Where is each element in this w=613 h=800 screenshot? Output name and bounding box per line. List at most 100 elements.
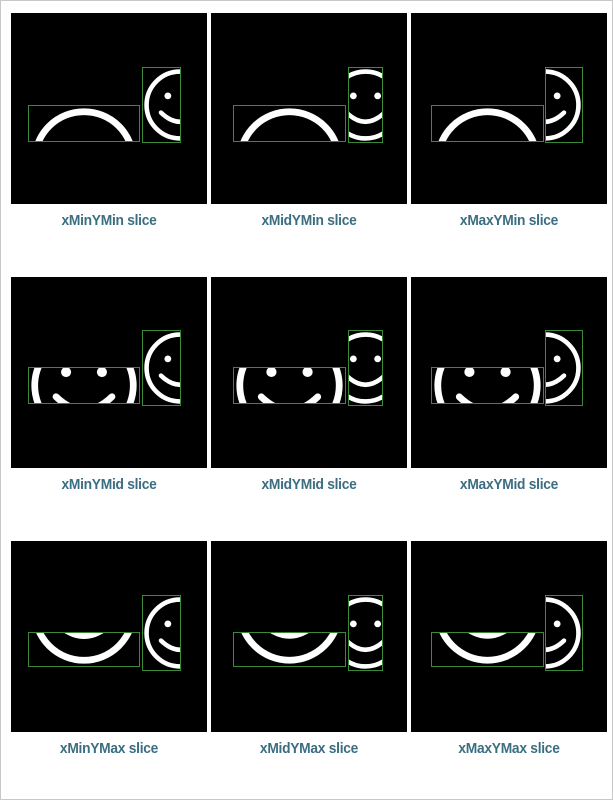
right-eye [374, 92, 382, 100]
slice-demo-diagram [233, 330, 383, 406]
smile-mouth [348, 110, 383, 124]
face-outline [438, 108, 537, 142]
smile-mouth [56, 172, 112, 185]
panel-caption: xMidYMin slice [261, 212, 357, 229]
tall-viewport-box [545, 330, 583, 406]
face-outline [348, 597, 383, 669]
wide-viewport-box [28, 632, 140, 667]
left-eye [349, 355, 357, 363]
slice-demo-diagram [233, 592, 383, 671]
left-eye [529, 620, 536, 627]
wide-viewport-box [431, 632, 544, 667]
right-eye [302, 367, 313, 378]
face-outline [240, 108, 339, 142]
panel-caption: xMidYMax slice [259, 740, 359, 757]
smile-mouth [459, 173, 516, 187]
left-eye [349, 620, 357, 628]
left-eye [464, 592, 474, 602]
slice-demo-diagram [28, 67, 196, 185]
right-eye [96, 367, 107, 378]
tall-viewport-smiley [529, 597, 581, 669]
wide-viewport-box [431, 367, 544, 404]
slice-demo-diagram [28, 593, 196, 671]
smile-mouth [261, 173, 318, 187]
wide-viewport-smiley [31, 367, 137, 404]
panel-canvas [11, 541, 207, 732]
slice-demo-diagram [431, 330, 583, 406]
smile-mouth [268, 632, 311, 639]
tall-viewport-box [142, 67, 181, 143]
slice-demo-diagram [28, 330, 196, 406]
panel-caption: xMinYMax slice [59, 740, 159, 757]
panel-canvas [211, 541, 407, 732]
tall-viewport-smiley [144, 332, 196, 404]
face-outline [545, 597, 581, 669]
right-eye [97, 593, 107, 603]
left-eye [61, 367, 72, 378]
right-eye [374, 355, 382, 363]
panel-canvas [211, 277, 407, 468]
face-outline [34, 108, 134, 142]
left-eye [266, 143, 276, 153]
face-outline [438, 632, 537, 664]
panel-caption: xMaxYMin slice [459, 212, 559, 229]
face-outline [236, 367, 343, 404]
wide-viewport-smiley [35, 593, 133, 664]
face-outline [144, 332, 181, 404]
smile-mouth [545, 638, 567, 652]
left-eye [464, 367, 475, 378]
left-eye [164, 355, 172, 363]
smile-mouth [348, 638, 383, 652]
right-eye [189, 620, 196, 627]
left-eye [529, 92, 536, 99]
smile-mouth [545, 110, 567, 124]
smile-mouth [63, 632, 105, 639]
right-eye [500, 143, 510, 153]
tall-viewport-smiley [144, 597, 196, 669]
panel-canvas [411, 277, 607, 468]
right-eye [500, 367, 511, 378]
tall-viewport-smiley [348, 69, 383, 141]
wide-viewport-smiley [434, 367, 541, 404]
right-eye [553, 620, 561, 628]
face-outline [144, 597, 181, 669]
panel-caption: xMinYMin slice [61, 212, 157, 229]
smile-mouth [257, 393, 322, 404]
panel-caption: xMaxYMid slice [459, 476, 559, 493]
slice-demo-diagram [431, 67, 583, 187]
tall-viewport-smiley [529, 69, 581, 141]
left-eye [61, 593, 71, 603]
panel-canvas [411, 13, 607, 204]
panel-canvas [211, 13, 407, 204]
smile-mouth [52, 393, 116, 404]
wide-viewport-box [431, 105, 544, 142]
right-eye [189, 92, 196, 99]
right-eye [553, 355, 561, 363]
face-outline [348, 332, 383, 404]
wide-viewport-box [233, 632, 346, 667]
right-eye [302, 143, 312, 153]
tall-viewport-smiley [348, 332, 383, 404]
wide-viewport-box [233, 105, 346, 142]
smile-mouth [466, 632, 509, 639]
wide-viewport-box [28, 367, 140, 404]
right-eye [189, 355, 196, 362]
left-eye [529, 355, 536, 362]
face-outline [434, 367, 541, 404]
face-outline [545, 69, 581, 141]
tall-viewport-smiley [144, 69, 196, 141]
panel-caption: xMidYMid slice [261, 476, 357, 493]
right-eye [553, 92, 561, 100]
smile-mouth [545, 373, 567, 387]
smile-mouth [455, 393, 520, 404]
wide-viewport-smiley [240, 108, 339, 187]
wide-viewport-smiley [236, 367, 343, 404]
face-outline [35, 632, 133, 664]
panel-canvas [11, 13, 207, 204]
right-eye [374, 620, 382, 628]
wide-viewport-smiley [34, 108, 134, 185]
left-eye [164, 620, 172, 628]
right-eye [302, 592, 312, 602]
left-eye [61, 143, 71, 153]
